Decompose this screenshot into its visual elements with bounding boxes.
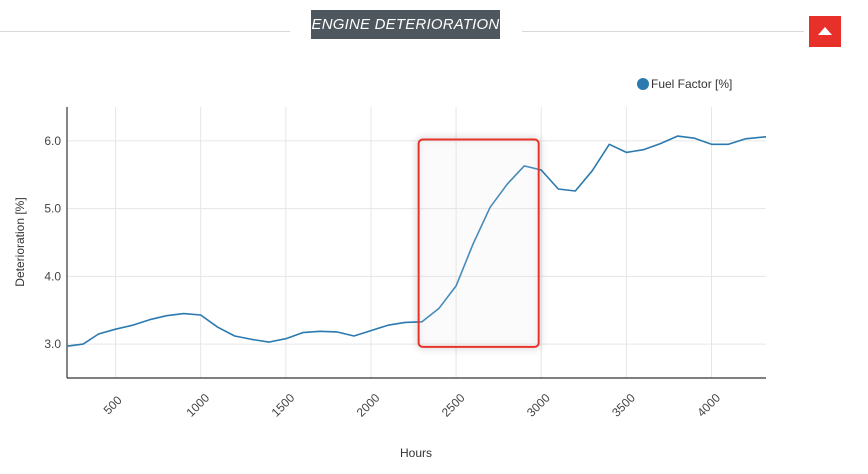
x-axis-title: Hours [400,446,432,460]
x-tick-label: 2000 [354,391,383,420]
series-line-fuel-factor [66,135,767,347]
x-tick-label: 3500 [609,391,638,420]
y-tick-label: 4.0 [44,269,61,283]
x-tick-label: 3000 [524,391,553,420]
y-axis-title: Deterioration [%] [13,197,27,286]
axes [66,107,766,379]
x-tick-label: 4000 [694,391,723,420]
y-tick-label: 3.0 [44,337,61,351]
section-title: ENGINE DETERIORATION [311,10,500,39]
x-tick-label: 1500 [269,391,298,420]
annotation-layer [417,138,540,348]
x-tick-label: 2500 [439,391,468,420]
header-rule-right [522,31,804,32]
x-tick-label: 1000 [183,391,212,420]
legend-marker [637,78,649,90]
triangle-up-icon [818,27,832,35]
collapse-button[interactable] [809,16,841,47]
y-tick-label: 6.0 [44,134,61,148]
x-tick-label: 500 [101,393,125,417]
y-tick-label: 5.0 [44,202,61,216]
grid [67,107,766,378]
highlight-box [417,138,540,348]
legend-label: Fuel Factor [%] [651,77,732,91]
header-rule-left [0,31,290,32]
series-layer [66,135,767,347]
legend[interactable]: Fuel Factor [%] [637,77,732,91]
